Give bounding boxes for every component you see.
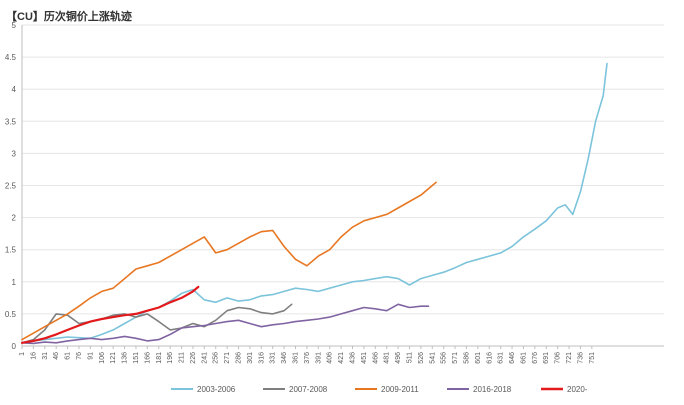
x-tick-label: 1 xyxy=(19,352,26,356)
x-tick-label: 16 xyxy=(30,352,37,360)
x-tick-label: 136 xyxy=(122,352,129,364)
x-tick-label: 346 xyxy=(281,352,288,364)
legend-label-2016-2018: 2016-2018 xyxy=(473,385,512,394)
y-tick-label: 2.5 xyxy=(5,182,17,191)
x-tick-label: 571 xyxy=(452,352,459,364)
x-tick-label: 661 xyxy=(520,352,527,364)
y-tick-label: 0.5 xyxy=(5,310,17,319)
x-tick-label: 751 xyxy=(589,352,596,364)
x-tick-label: 496 xyxy=(395,352,402,364)
x-tick-label: 421 xyxy=(338,352,345,364)
y-tick-label: 4.5 xyxy=(5,53,17,62)
legend-label-2020-: 2020- xyxy=(567,385,588,394)
x-tick-label: 631 xyxy=(498,352,505,364)
x-tick-label: 151 xyxy=(133,352,140,364)
x-tick-label: 721 xyxy=(566,352,573,364)
y-tick-label: 0 xyxy=(12,342,17,351)
x-tick-label: 331 xyxy=(270,352,277,364)
y-tick-label: 3.5 xyxy=(5,117,17,126)
x-tick-label: 736 xyxy=(577,352,584,364)
x-tick-label: 586 xyxy=(463,352,470,364)
x-tick-label: 286 xyxy=(236,352,243,364)
x-tick-label: 181 xyxy=(156,352,163,364)
x-tick-label: 196 xyxy=(167,352,174,364)
y-tick-label: 1 xyxy=(12,278,17,287)
x-tick-label: 466 xyxy=(372,352,379,364)
x-tick-label: 91 xyxy=(87,352,94,360)
series-line-2020- xyxy=(20,285,200,344)
x-tick-label: 376 xyxy=(304,352,311,364)
x-tick-label: 31 xyxy=(42,352,49,360)
legend-label-2009-2011: 2009-2011 xyxy=(381,385,419,394)
x-tick-label: 106 xyxy=(99,352,106,364)
x-tick-label: 211 xyxy=(179,352,186,363)
x-tick-label: 541 xyxy=(429,352,436,364)
x-tick-label: 481 xyxy=(384,352,391,364)
x-tick-label: 691 xyxy=(543,352,550,364)
x-tick-label: 76 xyxy=(76,352,83,360)
x-tick-label: 676 xyxy=(532,352,539,364)
y-tick-label: 4 xyxy=(12,85,17,94)
x-tick-label: 556 xyxy=(441,352,448,364)
legend-label-2003-2006: 2003-2006 xyxy=(197,385,236,394)
x-tick-label: 46 xyxy=(53,352,60,360)
x-tick-label: 646 xyxy=(509,352,516,364)
x-tick-label: 526 xyxy=(418,352,425,364)
x-tick-label: 361 xyxy=(293,352,300,364)
x-tick-label: 616 xyxy=(486,352,493,364)
x-tick-label: 121 xyxy=(110,352,117,364)
chart-title: 【CU】历次铜价上涨轨迹 xyxy=(6,11,132,23)
legend-label-2007-2008: 2007-2008 xyxy=(289,385,328,394)
x-tick-label: 316 xyxy=(258,352,265,364)
series-line-2007-2008 xyxy=(21,303,293,344)
y-tick-label: 1.5 xyxy=(5,246,17,255)
x-tick-label: 511 xyxy=(406,352,413,363)
x-tick-label: 271 xyxy=(224,352,231,364)
x-tick-label: 166 xyxy=(144,352,151,364)
x-tick-label: 601 xyxy=(475,352,482,364)
x-tick-label: 226 xyxy=(190,352,197,364)
series-line-2016-2018 xyxy=(21,303,430,345)
x-tick-label: 256 xyxy=(213,352,220,364)
x-tick-label: 301 xyxy=(247,352,254,364)
x-tick-label: 61 xyxy=(65,352,72,360)
series-line-2009-2011 xyxy=(21,181,437,341)
x-tick-label: 391 xyxy=(315,352,322,364)
x-tick-label: 406 xyxy=(327,352,334,364)
x-tick-label: 706 xyxy=(555,352,562,364)
x-tick-label: 241 xyxy=(201,352,208,364)
y-tick-label: 3 xyxy=(12,149,17,158)
x-tick-label: 451 xyxy=(361,352,368,364)
x-tick-label: 436 xyxy=(349,352,356,364)
series-line-2003-2006 xyxy=(21,62,608,344)
y-tick-label: 5 xyxy=(12,21,17,30)
y-tick-label: 2 xyxy=(12,214,17,223)
